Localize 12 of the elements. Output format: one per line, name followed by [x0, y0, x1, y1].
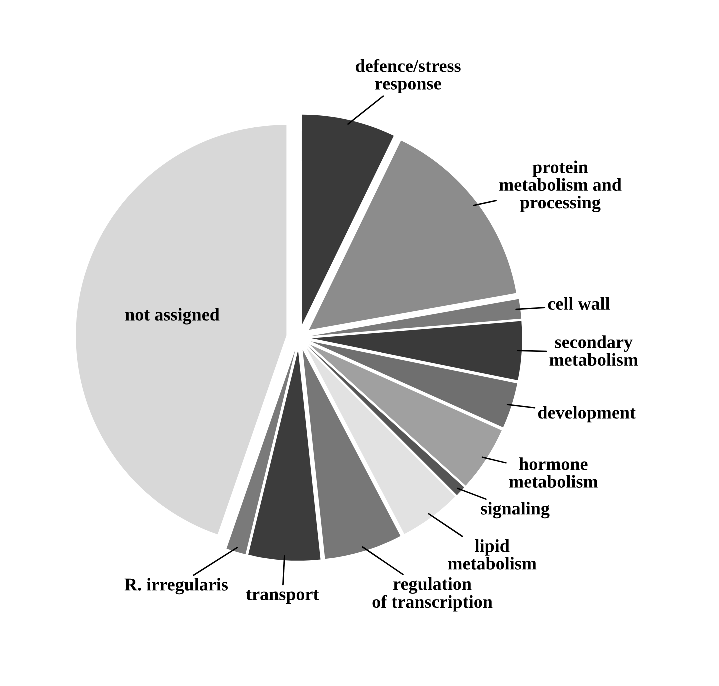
slice-label: signaling	[481, 502, 550, 519]
slice-label: protein metabolism and processing	[500, 160, 622, 213]
slice-label: defence/stress response	[356, 59, 461, 94]
slice-label: development	[538, 406, 636, 423]
slice-label: transport	[246, 590, 320, 604]
slice-label: cell wall	[548, 297, 610, 310]
slice-label: lipid metabolism	[448, 540, 537, 570]
slice-label: not assigned	[126, 308, 220, 325]
slice-label: hormone metabolism	[510, 458, 598, 488]
slice-label: secondary metabolism	[550, 336, 638, 366]
slice-label: regulation of transcription	[372, 577, 493, 612]
slice-label: R. irregularis	[124, 578, 228, 595]
